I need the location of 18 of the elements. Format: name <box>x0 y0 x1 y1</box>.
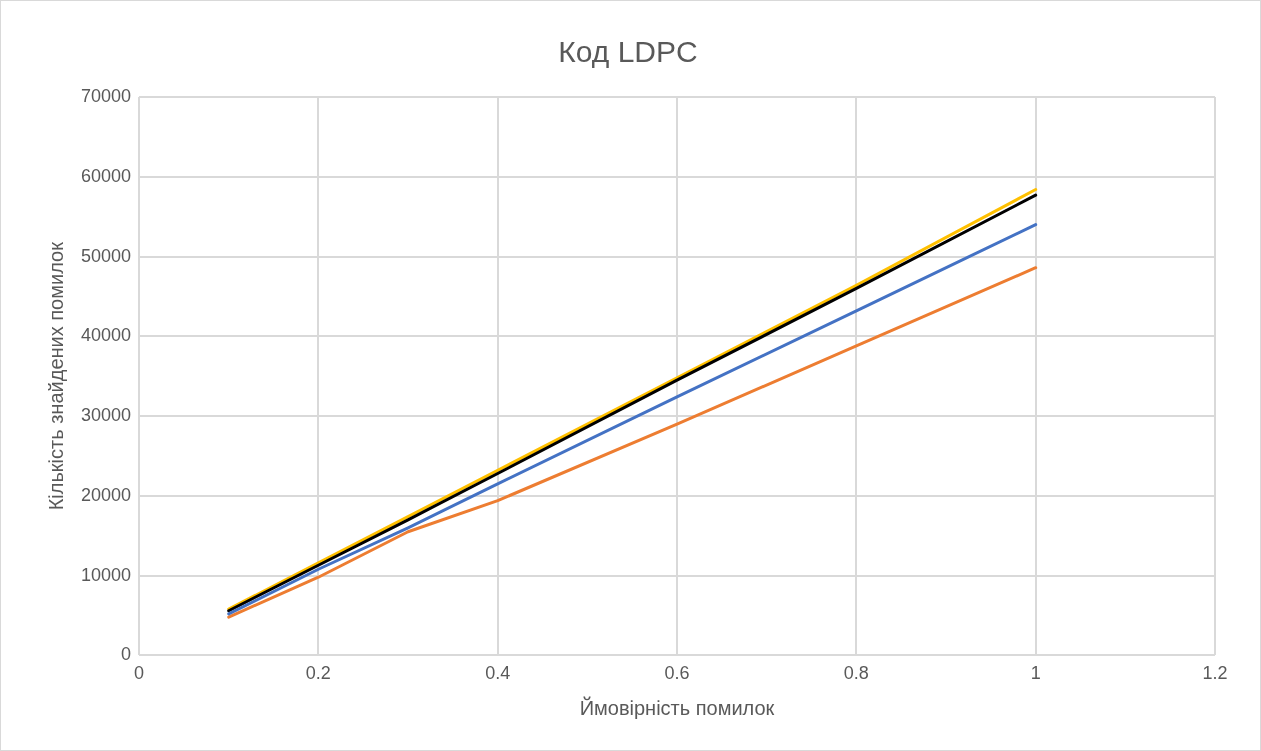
x-tick-label: 0.2 <box>305 663 331 684</box>
x-tick-label: 0.8 <box>843 663 869 684</box>
x-tick-label: 0 <box>134 663 145 684</box>
y-tick-label: 0 <box>121 644 132 665</box>
x-tick-label: 0.4 <box>485 663 511 684</box>
y-tick-label: 30000 <box>80 405 132 426</box>
y-tick-label: 10000 <box>80 564 132 585</box>
chart-title: Код LDPC <box>558 35 698 69</box>
y-tick-label: 40000 <box>80 325 132 346</box>
y-tick-label: 60000 <box>80 165 132 186</box>
x-tick-label: 1 <box>1030 663 1041 684</box>
x-tick-label: 0.6 <box>664 663 690 684</box>
x-axis-title: Ймовірність помилок <box>579 695 775 719</box>
y-axis-title: Кількість знайдених помилок <box>44 241 67 511</box>
x-tick-label: 1.2 <box>1202 663 1228 684</box>
y-tick-label: 70000 <box>80 85 132 106</box>
y-tick-label: 20000 <box>80 484 132 505</box>
y-tick-label: 50000 <box>80 245 132 266</box>
